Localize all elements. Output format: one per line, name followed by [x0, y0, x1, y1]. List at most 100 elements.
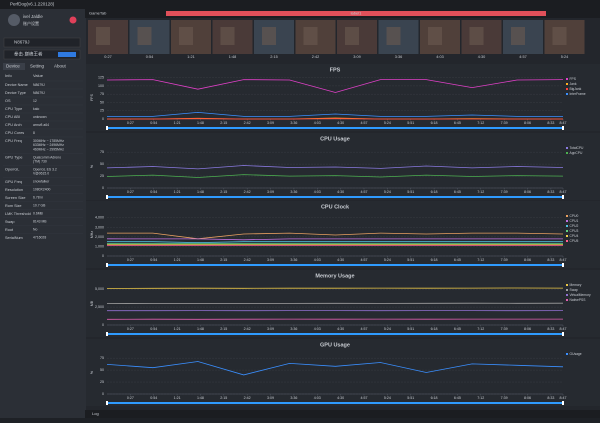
- device-name: N8679J: [14, 40, 30, 45]
- time-slider[interactable]: [107, 264, 563, 266]
- x-tick-label: 7:39: [501, 258, 508, 262]
- x-tick-label: 7:12: [477, 121, 484, 125]
- y-tick-label: 5,000: [95, 287, 104, 291]
- slider-handle[interactable]: [106, 195, 108, 199]
- info-value: N8679J: [33, 83, 45, 87]
- x-tick-label: 6:18: [431, 396, 438, 400]
- slider-handle[interactable]: [562, 332, 564, 336]
- x-tick-label: 1:21: [174, 190, 181, 194]
- thumbnail-detail: [428, 27, 442, 45]
- x-tick-label: 7:12: [477, 396, 484, 400]
- thumbnail-time: 4:30: [478, 55, 485, 59]
- thumbnail-detail: [511, 27, 525, 45]
- x-tick-label: 1:21: [174, 121, 181, 125]
- slider-handle[interactable]: [562, 126, 564, 130]
- x-tick-label: 0:27: [127, 327, 134, 331]
- account-link[interactable]: 账户设置: [23, 20, 39, 26]
- x-tick-label: 8:47: [560, 190, 567, 194]
- legend-swatch: [566, 152, 568, 154]
- x-tick-label: 8:33: [547, 396, 554, 400]
- app-title: PerfDog(v6.1.220128): [10, 2, 55, 7]
- time-slider[interactable]: [107, 402, 563, 404]
- time-slider[interactable]: [107, 127, 563, 129]
- legend-label: Swap: [570, 288, 578, 292]
- slider-handle[interactable]: [562, 401, 564, 405]
- slider-handle[interactable]: [562, 263, 564, 267]
- y-tick-label: 25: [100, 109, 104, 113]
- legend-swatch: [566, 353, 568, 355]
- legend-label: CPU1: [570, 219, 579, 223]
- x-tick-label: 7:12: [477, 327, 484, 331]
- legend-swatch: [566, 240, 568, 242]
- info-value: 10.7 GB: [33, 204, 46, 208]
- slider-handle[interactable]: [106, 263, 108, 267]
- thumbnail-detail: [304, 27, 318, 45]
- x-tick-label: 5:24: [384, 396, 391, 400]
- y-tick-label: 25: [100, 380, 104, 384]
- info-value: 12: [33, 99, 37, 103]
- x-tick-label: 3:36: [290, 258, 297, 262]
- info-label: CPU Arch: [5, 123, 22, 127]
- legend-label: Jank: [570, 82, 577, 86]
- time-slider[interactable]: [107, 333, 563, 335]
- x-tick-label: 7:12: [477, 258, 484, 262]
- x-tick-label: 8:33: [547, 121, 554, 125]
- x-tick-label: 4:57: [360, 396, 367, 400]
- y-tick-label: 2,500: [95, 305, 104, 309]
- x-tick-label: 1:48: [197, 190, 204, 194]
- x-tick-label: 8:33: [547, 190, 554, 194]
- y-tick-label: 75: [100, 92, 104, 96]
- x-tick-label: 3:36: [290, 190, 297, 194]
- game-tab[interactable]: GameTab: [89, 11, 107, 16]
- legend-swatch: [566, 88, 568, 90]
- sidebar-tab[interactable]: Setting: [30, 64, 45, 69]
- time-slider[interactable]: [107, 196, 563, 198]
- x-tick-label: 4:03: [314, 258, 321, 262]
- chart-title: CPU Usage: [320, 136, 350, 142]
- info-value: 8143 MB: [33, 220, 47, 224]
- x-tick-label: 8:47: [560, 396, 567, 400]
- slider-handle[interactable]: [562, 195, 564, 199]
- x-tick-label: 0:54: [150, 396, 157, 400]
- info-value: V@0615.0: [33, 172, 49, 176]
- x-tick-label: 6:45: [454, 258, 461, 262]
- y-tick-label: 0: [102, 186, 104, 190]
- x-tick-label: 5:51: [407, 190, 414, 194]
- x-tick-label: 2:15: [220, 258, 227, 262]
- info-label: Device Type: [5, 91, 26, 95]
- x-tick-label: 3:09: [267, 258, 274, 262]
- legend-swatch: [566, 230, 568, 232]
- legend-label: BigJank: [570, 87, 582, 91]
- game-name: 拳击·巅峰王者: [14, 51, 43, 58]
- legend-swatch: [566, 93, 568, 95]
- info-header: Value: [33, 73, 44, 78]
- slider-handle[interactable]: [106, 332, 108, 336]
- x-tick-label: 5:51: [407, 396, 414, 400]
- thumbnail-time: 0:27: [104, 55, 111, 59]
- slider-handle[interactable]: [106, 401, 108, 405]
- x-tick-label: 6:18: [431, 327, 438, 331]
- info-label: CPU ABI: [5, 115, 20, 119]
- x-tick-label: 6:45: [454, 121, 461, 125]
- legend-swatch: [566, 225, 568, 227]
- x-tick-label: 8:33: [547, 258, 554, 262]
- legend-label: CPU2: [570, 224, 579, 228]
- x-tick-label: 8:06: [524, 258, 531, 262]
- x-tick-label: 4:30: [337, 121, 344, 125]
- x-tick-label: 4:03: [314, 396, 321, 400]
- x-tick-label: 0:27: [127, 121, 134, 125]
- y-tick-label: 25: [100, 174, 104, 178]
- close-button[interactable]: [70, 17, 77, 24]
- legend-label: GUsage: [570, 352, 582, 356]
- legend-label: VirtualMemory: [570, 293, 592, 297]
- y-tick-label: 0: [102, 392, 104, 396]
- x-tick-label: 4:03: [314, 327, 321, 331]
- thumbnail-time: 4:57: [519, 55, 526, 59]
- x-tick-label: 2:15: [220, 121, 227, 125]
- sidebar-tab[interactable]: Device: [6, 64, 20, 69]
- legend-swatch: [566, 289, 568, 291]
- slider-handle[interactable]: [106, 126, 108, 130]
- log-label[interactable]: Log: [92, 411, 99, 416]
- info-label: CPU Freq: [5, 139, 22, 143]
- sidebar-tab[interactable]: About: [54, 64, 67, 69]
